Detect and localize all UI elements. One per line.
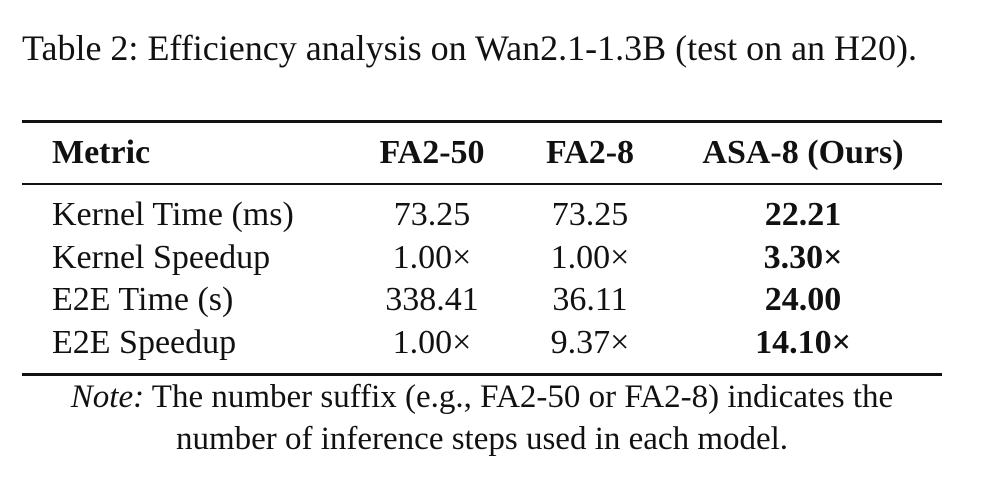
column-header: ASA-8 (Ours) [702, 134, 904, 171]
table-cell: 9.37× [550, 323, 630, 361]
top-rule [22, 120, 942, 123]
caption: Table 2: Efficiency analysis on Wan2.1-1… [22, 28, 918, 68]
mid-rule [22, 183, 942, 185]
column-header: Metric [52, 134, 151, 171]
table-cell: E2E Time (s) [52, 281, 234, 318]
table-cell: E2E Speedup [52, 323, 237, 361]
table-cell: 3.30× [763, 238, 843, 276]
table-cell: 14.10× [755, 323, 851, 361]
table-cell: 1.00× [392, 238, 472, 276]
table-cell: 73.25 [551, 196, 629, 233]
note-label: Note: [70, 379, 145, 415]
table-cell: Kernel Time (ms) [52, 196, 294, 233]
table-cell: 338.41 [385, 281, 479, 318]
table-cell: 73.25 [393, 196, 471, 233]
table-note: Note: The number suffix (e.g., FA2-50 or… [22, 376, 942, 460]
table-cell: 1.00× [550, 238, 630, 276]
table-cell: 24.00 [764, 281, 842, 318]
table-cell: 1.00× [392, 323, 472, 361]
bottom-rule [22, 373, 942, 376]
note-text: The number suffix (e.g., FA2-50 or FA2-8… [151, 379, 894, 457]
table-cell: 22.21 [764, 196, 842, 233]
table-cell: Kernel Speedup [52, 238, 271, 276]
column-header: FA2-50 [379, 134, 485, 171]
column-header: FA2-8 [545, 134, 635, 171]
table-cell: 36.11 [552, 281, 628, 318]
